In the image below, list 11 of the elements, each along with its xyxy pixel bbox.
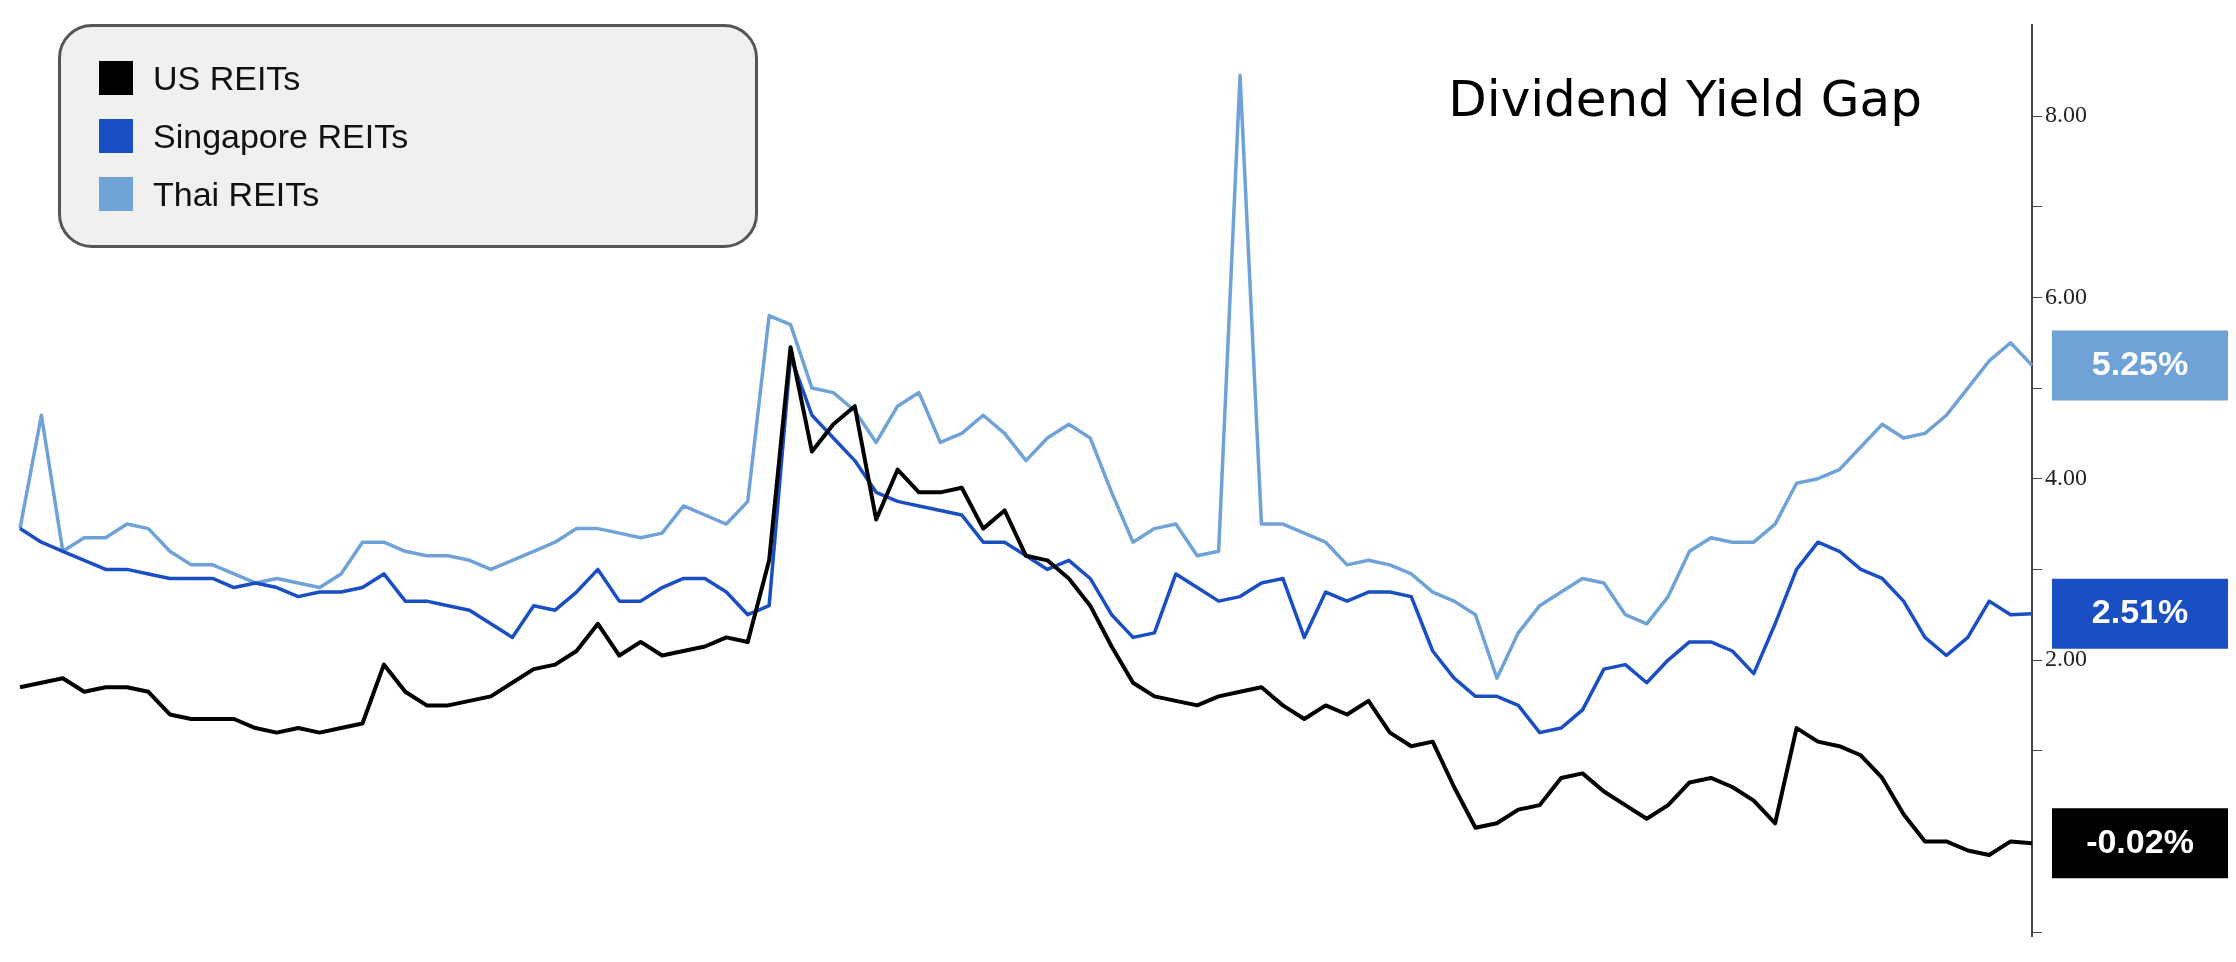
text: 5.25% — [2091, 343, 2189, 382]
legend-label: Singapore REITs — [153, 116, 409, 157]
y-tick-label: 2.00 — [2045, 645, 2087, 672]
text: -0.02% — [2086, 821, 2194, 860]
text: 2.51% — [2091, 592, 2189, 631]
y-tick-label: 4.00 — [2045, 464, 2087, 491]
legend-label: Thai REITs — [153, 174, 320, 215]
legend-label: US REITs — [153, 58, 301, 99]
y-tick-label: 8.00 — [2045, 101, 2087, 128]
y-tick-label: 6.00 — [2045, 282, 2087, 309]
text: Dividend Yield Gap — [1448, 69, 1922, 128]
